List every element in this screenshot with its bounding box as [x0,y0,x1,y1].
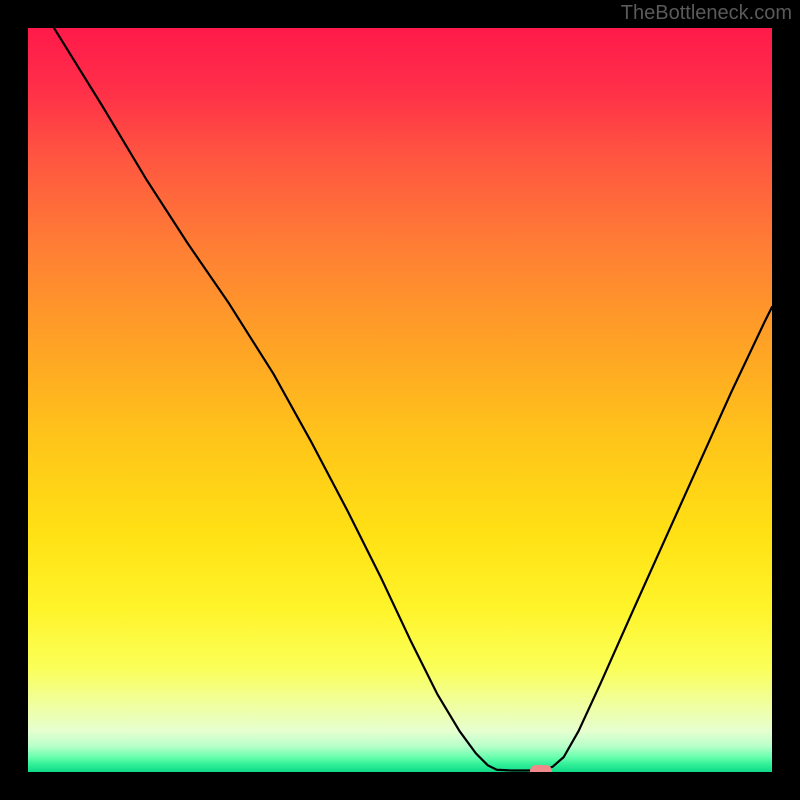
watermark-text: TheBottleneck.com [621,2,792,25]
plot-area [28,28,772,772]
optimum-marker [530,765,552,773]
bottleneck-curve [28,28,772,772]
